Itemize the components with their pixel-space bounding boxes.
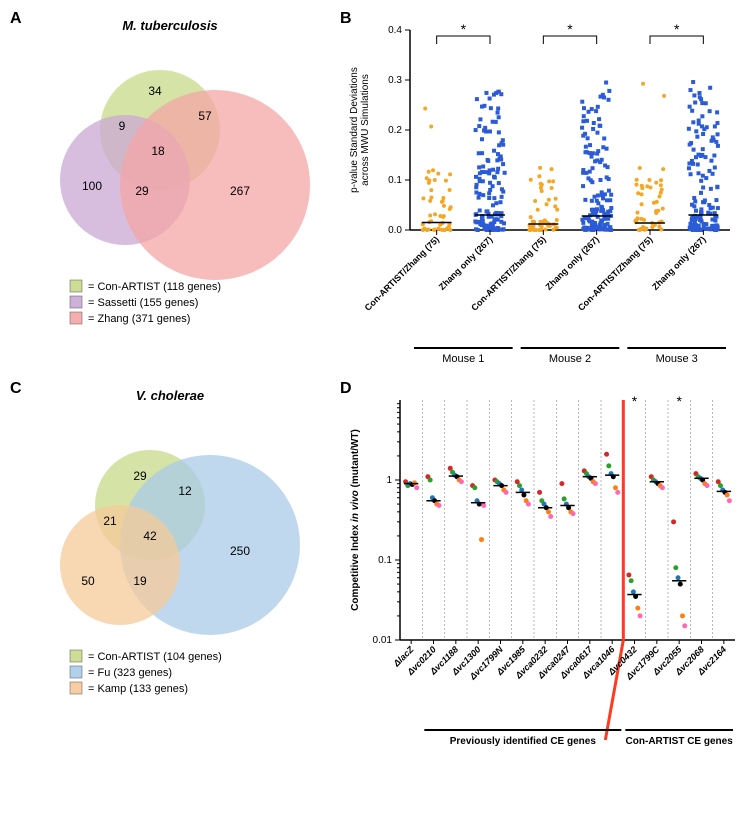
panel-a-label: A xyxy=(10,10,22,28)
figure-grid: A M. tuberculosis 34 57 9 18 100 29 267 = Con-A… xyxy=(10,10,738,780)
panel-a-svg: M. tuberculosis 34 57 9 18 100 29 267 = Con-ART… xyxy=(10,10,330,330)
svg-text:Mouse 1: Mouse 1 xyxy=(442,353,484,365)
svg-text:34: 34 xyxy=(148,84,162,98)
svg-text:0.1: 0.1 xyxy=(388,175,402,186)
svg-text:Con-ARTIST/Zhang (75): Con-ARTIST/Zhang (75) xyxy=(363,234,441,312)
svg-text:250: 250 xyxy=(230,544,250,558)
panel-a: A M. tuberculosis 34 57 9 18 100 29 267 = Con-A… xyxy=(10,10,330,370)
svg-text:V. cholerae: V. cholerae xyxy=(136,388,204,403)
svg-text:*: * xyxy=(461,21,467,37)
panel-d-label: D xyxy=(340,380,352,398)
svg-text:29: 29 xyxy=(133,469,147,483)
panel-d: D 0.01 0.1 1 Competitive Index in vivo (mut… xyxy=(340,380,740,780)
svg-text:21: 21 xyxy=(103,514,117,528)
svg-text:57: 57 xyxy=(198,109,212,123)
svg-text:100: 100 xyxy=(82,179,102,193)
panel-d-svg: 0.01 0.1 1 Competitive Index in vivo (mutan… xyxy=(340,380,740,780)
panel-c-label: C xyxy=(10,380,22,398)
svg-text:1: 1 xyxy=(386,475,392,486)
svg-text:0.2: 0.2 xyxy=(388,125,402,136)
svg-text:p-value Standard Deviationsacr: p-value Standard Deviationsacross MWU Si… xyxy=(349,67,371,193)
svg-text:M. tuberculosis: M. tuberculosis xyxy=(122,18,217,33)
panel-b-svg: 0.0 0.1 0.2 0.3 0.4 p-value Standard Deviatio… xyxy=(340,10,740,370)
svg-text:267: 267 xyxy=(230,184,250,198)
panel-b-label: B xyxy=(340,10,352,28)
svg-text:Mouse 3: Mouse 3 xyxy=(656,353,698,365)
svg-text:42: 42 xyxy=(143,529,157,543)
svg-text:= Sassetti (155 genes): = Sassetti (155 genes) xyxy=(88,297,198,309)
svg-text:*: * xyxy=(674,21,680,37)
svg-text:Competitive Index in vivo (mut: Competitive Index in vivo (mutant/WT) xyxy=(350,429,361,611)
svg-text:= Zhang (371 genes): = Zhang (371 genes) xyxy=(88,313,190,325)
svg-text:12: 12 xyxy=(178,484,192,498)
svg-text:= Con-ARTIST (104 genes): = Con-ARTIST (104 genes) xyxy=(88,651,222,663)
svg-text:Zhang only (267): Zhang only (267) xyxy=(543,234,601,292)
svg-text:0.4: 0.4 xyxy=(388,25,402,36)
svg-text:*: * xyxy=(632,393,638,409)
svg-text:*: * xyxy=(567,21,573,37)
svg-text:29: 29 xyxy=(135,184,149,198)
svg-text:9: 9 xyxy=(119,119,126,133)
svg-text:Zhang only (267): Zhang only (267) xyxy=(437,234,495,292)
svg-text:18: 18 xyxy=(151,144,165,158)
svg-text:Con-ARTIST CE genes: Con-ARTIST CE genes xyxy=(626,736,734,747)
panel-c: C V. cholerae 29 12 21 42 50 19 250 = Con-ARTIS… xyxy=(10,380,330,780)
svg-text:0.01: 0.01 xyxy=(373,635,393,646)
svg-text:0.0: 0.0 xyxy=(388,225,402,236)
panel-c-svg: V. cholerae 29 12 21 42 50 19 250 = Con-ARTIST … xyxy=(10,380,330,720)
svg-text:0.3: 0.3 xyxy=(388,75,402,86)
svg-text:= Fu (323 genes): = Fu (323 genes) xyxy=(88,667,172,679)
svg-text:50: 50 xyxy=(81,574,95,588)
svg-text:= Kamp (133 genes): = Kamp (133 genes) xyxy=(88,683,188,695)
svg-text:0.1: 0.1 xyxy=(378,555,392,566)
svg-text:Zhang only (267): Zhang only (267) xyxy=(650,234,708,292)
svg-text:Mouse 2: Mouse 2 xyxy=(549,353,591,365)
svg-text:19: 19 xyxy=(133,574,147,588)
panel-b: B 0.0 0.1 0.2 0.3 0.4 p-value Standard Deviat… xyxy=(340,10,740,370)
svg-text:Previously identified CE genes: Previously identified CE genes xyxy=(450,736,597,747)
svg-text:= Con-ARTIST (118 genes): = Con-ARTIST (118 genes) xyxy=(88,281,221,293)
svg-text:*: * xyxy=(676,393,682,409)
